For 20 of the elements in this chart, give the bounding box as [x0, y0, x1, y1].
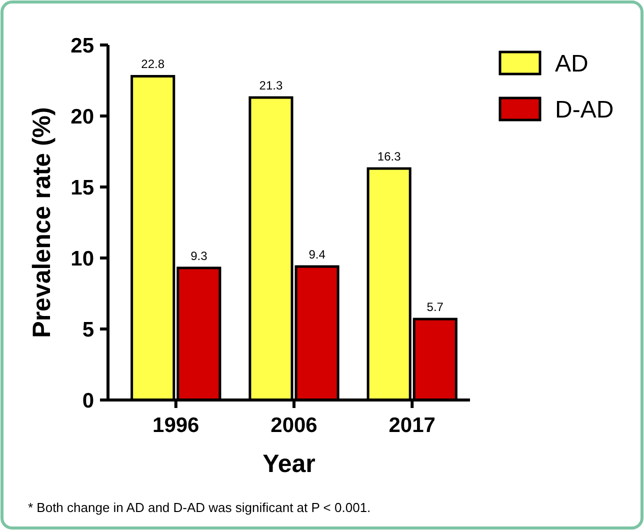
text: * Both change in AD and D-AD was significant at P < 0.001. — [28, 500, 371, 515]
x-tick-label: 1996 — [152, 414, 200, 437]
data-label: 22.8 — [141, 57, 165, 72]
x-tick-label: 2006 — [270, 414, 318, 437]
data-label: 9.4 — [308, 248, 326, 262]
legend-label: D-AD — [555, 96, 614, 124]
x-axis-title: Year — [262, 450, 316, 478]
data-label: 9.3 — [190, 248, 208, 263]
y-tick-label: 0 — [82, 389, 94, 412]
data-label: 16.3 — [377, 150, 402, 164]
y-tick-label: 10 — [70, 247, 94, 270]
legend-label: AD — [555, 50, 588, 78]
data-label: 5.7 — [426, 300, 444, 314]
y-tick-label: 25 — [70, 34, 94, 58]
y-axis-title: Prevalence rate (%) — [28, 107, 56, 338]
y-tick-label: 15 — [70, 176, 94, 200]
x-tick-label: 2017 — [388, 414, 436, 437]
y-tick-label: 20 — [70, 105, 94, 128]
y-tick-label: 5 — [82, 318, 94, 342]
data-label: 21.3 — [259, 78, 283, 93]
